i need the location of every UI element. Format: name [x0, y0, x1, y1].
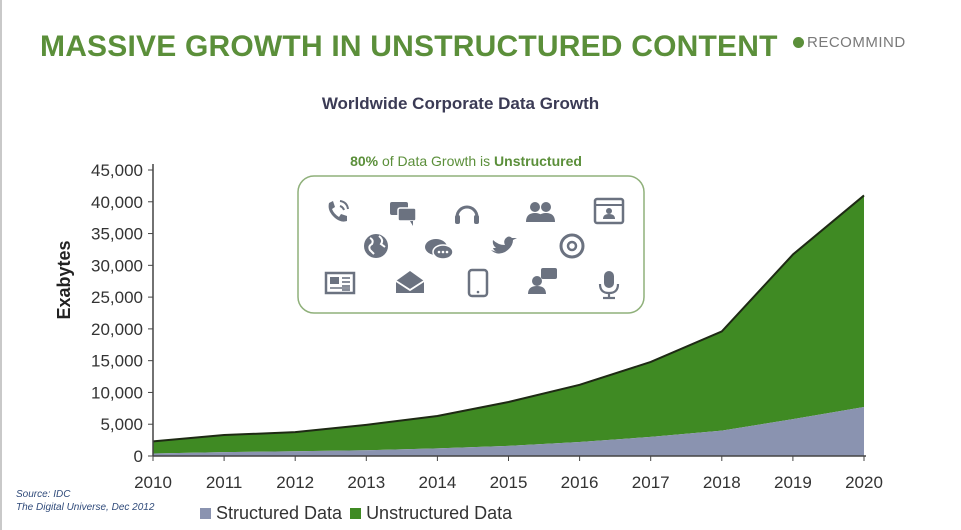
y-tick-label: 5,000 [100, 415, 143, 434]
source-note: Source: IDC The Digital Universe, Dec 20… [16, 488, 154, 514]
y-tick-label: 45,000 [91, 161, 143, 180]
headset-icon [455, 205, 479, 224]
newspaper-icon [324, 271, 356, 295]
total-outline [152, 194, 865, 443]
y-tick-label: 0 [134, 447, 143, 466]
area-unstructured-data [153, 195, 864, 454]
people-icon [526, 202, 555, 222]
chart-legend: Structured Data Unstructured Data [200, 503, 512, 524]
x-tick-label: 2020 [845, 473, 883, 492]
tablet-icon [467, 268, 489, 298]
y-tick-label: 40,000 [91, 193, 143, 212]
y-tick-label: 30,000 [91, 256, 143, 275]
callout-box [297, 175, 645, 314]
x-tick-label: 2019 [774, 473, 812, 492]
recommind-logo: RECOMMIND [793, 34, 906, 51]
source-line-2: The Digital Universe, Dec 2012 [16, 502, 155, 513]
x-tick-label: 2017 [632, 473, 670, 492]
area-structured-data [153, 407, 864, 456]
y-tick-label: 20,000 [91, 320, 143, 339]
bird-icon [491, 236, 517, 254]
y-tick-label: 25,000 [91, 288, 143, 307]
speech-bubble-icon [425, 239, 454, 260]
slide-left-border [0, 0, 2, 530]
logo-text: RECOMMIND [807, 34, 906, 51]
y-axis-label: Exabytes [54, 240, 74, 319]
callout-headline: 80% of Data Growth is Unstructured [350, 153, 582, 169]
y-tick-label: 35,000 [91, 225, 143, 244]
profile-card-icon [593, 197, 625, 225]
legend-swatch-structured [200, 508, 211, 519]
envelope-icon [395, 271, 425, 293]
callout-emphasis: Unstructured [494, 153, 582, 169]
x-tick-label: 2012 [276, 473, 314, 492]
legend-item-unstructured: Unstructured Data [350, 503, 512, 524]
x-tick-label: 2014 [418, 473, 456, 492]
y-tick-label: 10,000 [91, 383, 143, 402]
chat-bubbles-icon [390, 202, 417, 226]
user-chat-icon [528, 268, 557, 294]
legend-label-unstructured: Unstructured Data [366, 503, 513, 523]
x-tick-label: 2010 [134, 473, 172, 492]
logo-mark-icon [793, 34, 806, 48]
x-tick-label: 2016 [561, 473, 599, 492]
callout-percent: 80% [350, 153, 379, 169]
x-tick-label: 2018 [703, 473, 741, 492]
chart-title: Worldwide Corporate Data Growth [321, 94, 600, 113]
x-tick-label: 2015 [490, 473, 528, 492]
callout-middle-text: of Data Growth is [378, 153, 494, 169]
x-tick-label: 2011 [206, 473, 243, 492]
legend-swatch-unstructured [350, 508, 362, 519]
x-tick-label: 2013 [347, 473, 385, 492]
slide-title: MASSIVE GROWTH IN UNSTRUCTURED CONTENT [40, 30, 778, 63]
microphone-icon [598, 271, 620, 300]
at-sign-icon [559, 233, 585, 259]
legend-label-structured: Structured Data [216, 503, 343, 523]
globe-icon [364, 234, 388, 258]
source-line-1: Source: IDC [16, 489, 71, 500]
y-tick-label: 15,000 [91, 352, 143, 371]
legend-item-structured: Structured Data [200, 503, 342, 524]
phone-icon [328, 200, 349, 222]
